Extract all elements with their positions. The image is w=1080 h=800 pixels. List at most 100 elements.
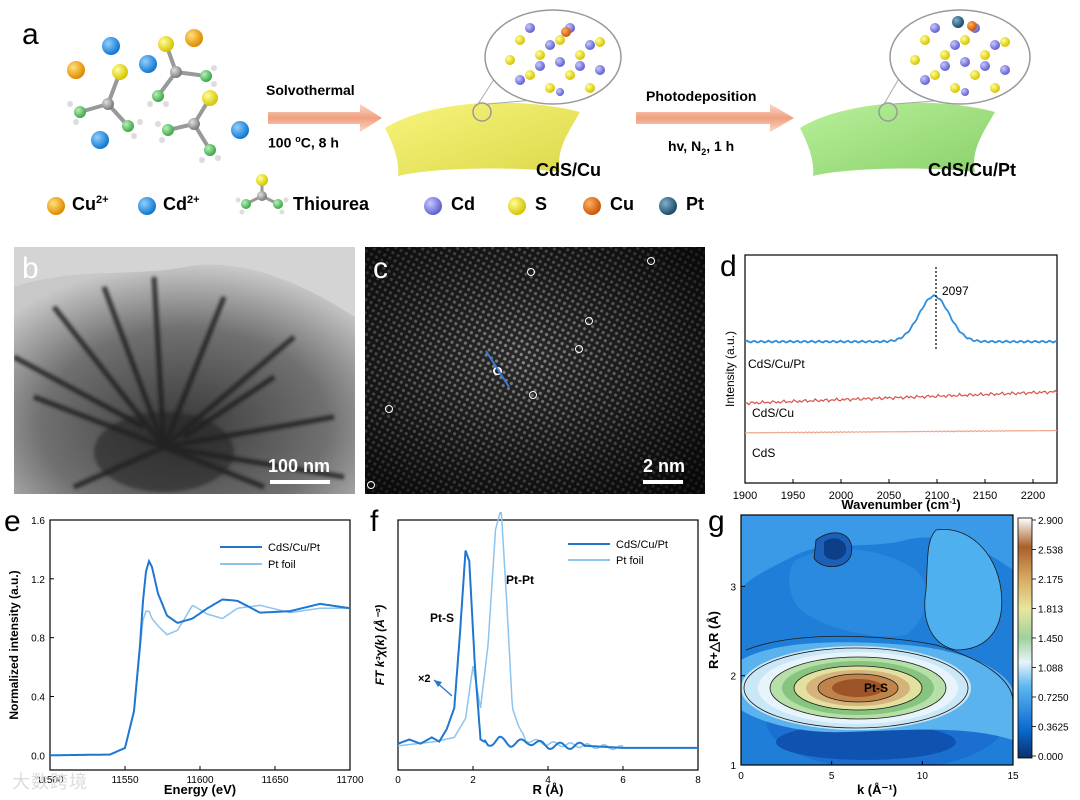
legend-cds-cu-pt: CdS/Cu/Pt [616, 539, 668, 551]
panel-b-label: b [22, 252, 39, 285]
single-atom-marker [647, 257, 655, 265]
cds-lattice-2 [910, 16, 1010, 96]
annotation-pt-s: Pt-S [430, 611, 454, 625]
x-tick-label: 11650 [261, 775, 289, 786]
panel-a-label: a [22, 18, 39, 51]
annotation-times2: ×2 [418, 673, 431, 685]
panel-c-haadf-image [365, 247, 705, 494]
colorbar-label: 2.900 [1038, 516, 1063, 527]
colorbar-label: 0.000 [1038, 752, 1063, 763]
cds-cu-pt-sheet [800, 102, 995, 176]
step2-top-label: Photodeposition [646, 88, 757, 104]
x-tick-label: 2 [470, 775, 476, 786]
x-tick-label: 11500 [36, 775, 64, 786]
panel-b-scale-text: 100 nm [268, 456, 331, 476]
legend-cd-ion-name: Cd [163, 194, 187, 214]
single-atom-marker [367, 481, 375, 489]
x-tick-label: 10 [917, 771, 929, 782]
x-tick-label: 15 [1007, 771, 1019, 782]
x-tick-label: 0 [395, 775, 401, 786]
cd-ion [139, 55, 157, 73]
annotation-pt-pt: Pt-Pt [506, 573, 534, 587]
colorbar-label: 2.538 [1038, 546, 1063, 557]
cd-ion [102, 37, 120, 55]
series-label-cds: CdS [752, 446, 775, 460]
step2-bottom-sub: 2 [701, 146, 707, 157]
legend-s-marker [508, 197, 526, 215]
panel-f-label: f [370, 505, 379, 538]
x-tick-label: 2050 [877, 490, 901, 502]
colorbar-label: 1.813 [1038, 605, 1063, 616]
legend-thiourea: Thiourea [293, 194, 370, 214]
x-tick-label: 11550 [111, 775, 139, 786]
step2-bottom-rest: , 1 h [706, 138, 735, 154]
x-tick-label: 2200 [1021, 490, 1045, 502]
line-profile-marker [485, 350, 510, 388]
x-axis-label: k (Å⁻¹) [857, 782, 897, 797]
arrow-right-icon [636, 104, 794, 132]
x-tick-label: 5 [829, 771, 835, 782]
x-tick-label: 11700 [336, 775, 364, 786]
legend-cu-ion-sup: 2+ [96, 194, 109, 206]
series-line-pt-foil [50, 604, 350, 757]
cds-cu-sheet [385, 102, 580, 176]
thiourea-molecule [79, 71, 130, 128]
cu-ion [185, 29, 203, 47]
arrow-head-icon [434, 680, 442, 687]
x-tick-label: 11600 [186, 775, 214, 786]
y-tick-label: 3 [730, 582, 736, 593]
x-axis-label: Wavenumber (cm-1) [841, 497, 960, 512]
panel-c-label: c [373, 252, 388, 285]
scale-bar [643, 480, 683, 484]
y-tick-label: 0.8 [31, 634, 45, 645]
single-atom-marker [527, 268, 535, 276]
x-tick-label: 0 [738, 771, 744, 782]
peak-label: Pt-S [864, 681, 888, 695]
panel-e-xanes-chart: 0.0 0.4 0.8 1.2 1.6 11500 11550 11600 11650 11700… [7, 516, 364, 797]
series-line-cds-cu [744, 389, 1058, 406]
x-tick-label: 1900 [733, 490, 757, 502]
cd-ion [231, 121, 249, 139]
panel-g-label: g [708, 505, 725, 538]
panel-b-tem-image [14, 247, 355, 494]
x-axis-label: Energy (eV) [164, 782, 236, 797]
legend-cd-ion-marker [138, 197, 156, 215]
x-tick-label: 4 [545, 775, 551, 786]
y-tick-label: 0.4 [31, 692, 45, 703]
single-atom-marker [385, 405, 393, 413]
arrow-right-icon [268, 104, 382, 132]
step1-bottom-main: 100 [268, 134, 296, 151]
panel-d-label: d [720, 250, 737, 283]
legend-cd: Cd [451, 194, 475, 214]
legend-cd-marker [424, 197, 442, 215]
colorbar-label: 1.450 [1038, 634, 1063, 645]
y-tick-label: 1.2 [31, 575, 45, 586]
x-tick-label: 2150 [973, 490, 997, 502]
single-atom-marker [529, 391, 537, 399]
y-axis-label: Normalized intensity (a.u.) [7, 570, 21, 719]
legend-cu-marker [583, 197, 601, 215]
panel-a-scheme: CdS/Cu CdS/Cu/Pt [47, 9, 1031, 215]
legend-cds-cu-pt: CdS/Cu/Pt [268, 542, 320, 554]
panel-c-scale-text: 2 nm [643, 456, 686, 476]
x-axis-label: R (Å) [532, 782, 563, 797]
product2-text: CdS/Cu/Pt [928, 160, 1016, 180]
y-tick-label: 0.0 [31, 751, 45, 762]
panel-g-wavelet-chart: 0 5 10 15 1 2 3 Pt-S R+△R (Å) k (Å⁻¹) 2.900 2.5… [706, 514, 1069, 797]
colorbar-label: 0.3625 [1038, 723, 1069, 734]
colorbar-label: 1.088 [1038, 664, 1063, 675]
x-axis-label-end: ) [956, 497, 960, 512]
colorbar-label: 0.7250 [1038, 693, 1069, 704]
panel-f-exafs-chart: 0 2 4 6 8 CdS/Cu/Pt Pt foil Pt-S Pt-Pt ×2 FT… [373, 512, 701, 797]
legend-pt-foil: Pt foil [268, 559, 296, 571]
legend-cu-ion-marker [47, 197, 65, 215]
x-axis-label-sup: -1 [949, 497, 957, 506]
series-line-cds [745, 429, 1058, 434]
step1-bottom-label: 100 oC, 8 h [268, 134, 339, 151]
step1-bottom-sup: o [295, 134, 301, 144]
step1-bottom-rest: C, 8 h [300, 134, 339, 151]
panel-d-ir-chart: 1900 1950 2000 2050 2100 2150 2200 2097 CdS/Cu… [723, 254, 1058, 512]
y-tick-label: 1.6 [31, 516, 45, 527]
series-label-cds-cu: CdS/Cu [752, 406, 794, 420]
y-tick-label: 1 [730, 761, 736, 772]
